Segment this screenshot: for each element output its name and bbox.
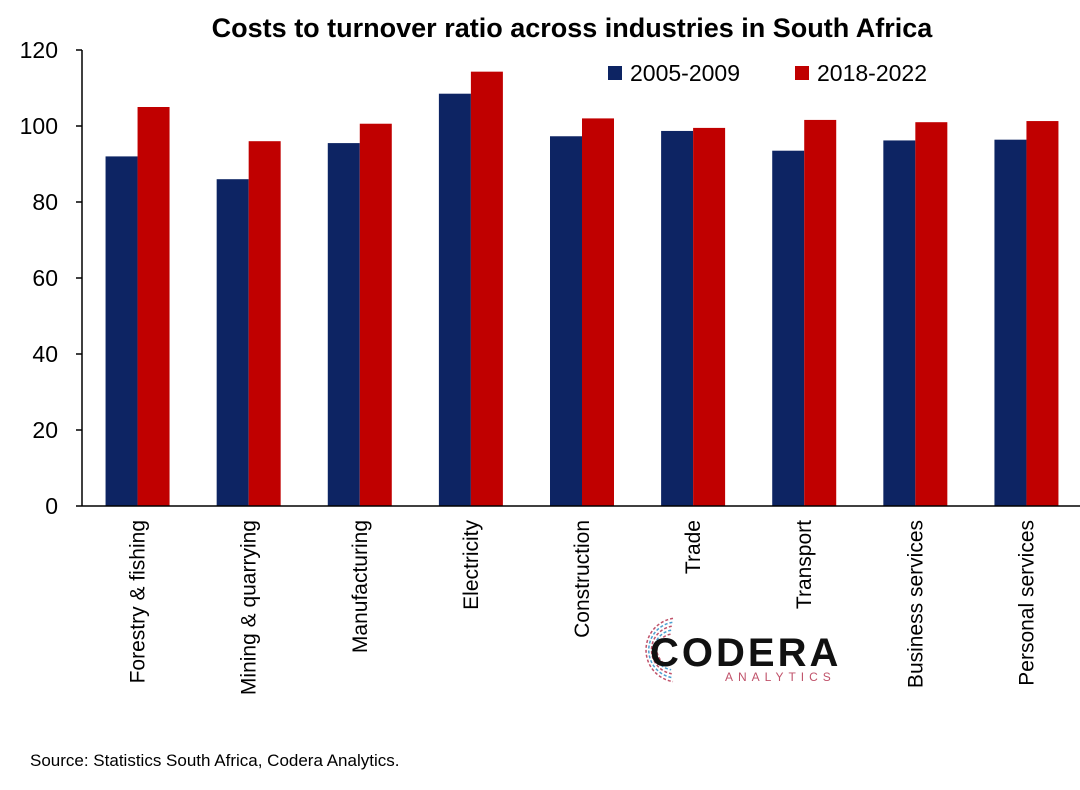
bars xyxy=(105,71,1059,507)
bar-2005-2009-2 xyxy=(327,143,360,506)
y-tick-label: 20 xyxy=(32,417,58,443)
logo-subtitle: ANALYTICS xyxy=(725,670,836,684)
bar-2018-2022-6 xyxy=(804,119,837,507)
bar-2005-2009-8 xyxy=(994,139,1027,506)
codera-logo: CODERA ANALYTICS xyxy=(645,617,841,684)
y-axis: 0 20 40 60 80 100 120 xyxy=(20,37,83,519)
x-category-label: Trade xyxy=(682,520,705,574)
x-category-label: Forestry & fishing xyxy=(127,520,150,683)
x-category-label: Construction xyxy=(571,520,594,638)
x-category-label: Business services xyxy=(904,520,927,688)
y-tick-label: 60 xyxy=(32,265,58,291)
bar-2005-2009-4 xyxy=(550,136,582,506)
legend-swatch xyxy=(795,66,809,80)
bar-2018-2022-1 xyxy=(248,141,281,506)
y-tick-label: 80 xyxy=(32,189,58,215)
x-category-label: Mining & quarrying xyxy=(238,520,261,695)
logo-arc xyxy=(648,621,673,679)
logo-name: CODERA xyxy=(650,631,841,675)
logo-arc xyxy=(656,633,671,667)
logo-arc xyxy=(653,629,672,671)
x-axis: Forestry & fishing Mining & quarrying Manu… xyxy=(82,505,1080,695)
bar-2018-2022-0 xyxy=(137,107,170,506)
bar-2005-2009-5 xyxy=(661,130,694,506)
y-tick-label: 100 xyxy=(20,113,58,139)
x-category-label: Manufacturing xyxy=(349,520,372,653)
y-tick-label: 0 xyxy=(45,493,58,519)
bar-2005-2009-6 xyxy=(772,150,805,506)
legend-label: 2005-2009 xyxy=(630,60,740,86)
y-tick-label: 120 xyxy=(20,37,58,63)
source-note: Source: Statistics South Africa, Codera … xyxy=(30,751,399,770)
bar-2005-2009-3 xyxy=(438,93,471,506)
bar-2018-2022-2 xyxy=(359,123,392,506)
bar-2018-2022-4 xyxy=(582,118,614,507)
bar-2018-2022-8 xyxy=(1026,121,1059,506)
legend: 2005-2009 2018-2022 xyxy=(608,60,927,86)
x-category-label: Personal services xyxy=(1015,520,1038,686)
bar-2005-2009-7 xyxy=(883,140,916,506)
legend-label: 2018-2022 xyxy=(817,60,927,86)
bar-2005-2009-1 xyxy=(216,179,249,506)
legend-swatch xyxy=(608,66,622,80)
x-category-label: Transport xyxy=(793,520,816,609)
x-category-label: Electricity xyxy=(460,520,483,610)
y-tick-label: 40 xyxy=(32,341,58,367)
logo-arc xyxy=(645,617,674,683)
bar-2005-2009-0 xyxy=(105,156,138,506)
bar-2018-2022-5 xyxy=(693,127,726,507)
logo-mark-icon xyxy=(645,617,674,683)
bar-2018-2022-3 xyxy=(470,71,503,506)
chart-title: Costs to turnover ratio across industrie… xyxy=(212,13,934,43)
bar-2018-2022-7 xyxy=(915,122,948,506)
